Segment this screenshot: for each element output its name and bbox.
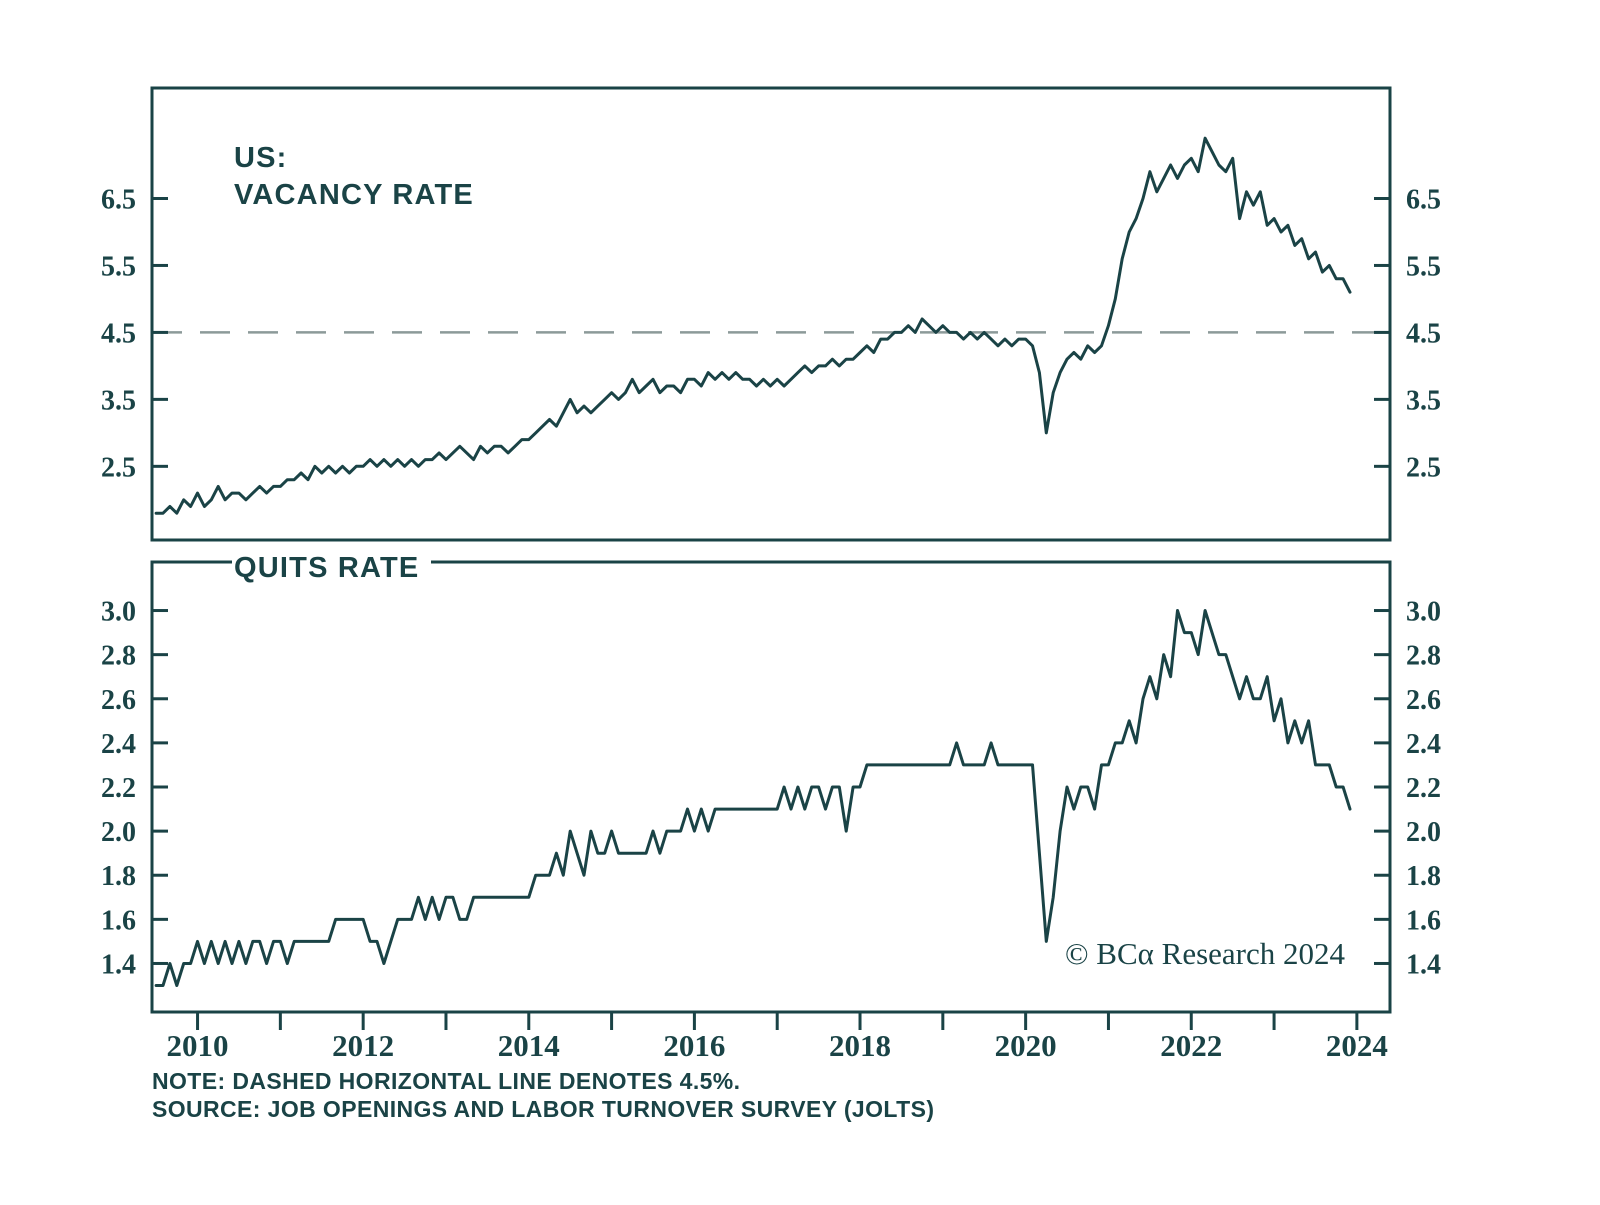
quits-y-label-left: 3.0 bbox=[101, 597, 136, 628]
quits-panel-title: QUITS RATE bbox=[232, 548, 432, 589]
quits-y-label-left: 2.2 bbox=[101, 773, 136, 804]
quits-y-label-right: 2.4 bbox=[1406, 729, 1441, 760]
quits-y-label-left: 1.6 bbox=[101, 905, 136, 936]
quits-y-label-left: 2.6 bbox=[101, 685, 136, 716]
quits-y-label-left: 1.4 bbox=[101, 949, 136, 980]
quits-y-label-left: 2.4 bbox=[101, 729, 136, 760]
vacancy-y-label-left: 2.5 bbox=[101, 452, 136, 483]
quits-y-label-right: 1.8 bbox=[1406, 861, 1441, 892]
quits-y-label-right: 3.0 bbox=[1406, 597, 1441, 628]
copyright-text: © BCα Research 2024 bbox=[1065, 936, 1345, 971]
quits-y-label-right: 2.8 bbox=[1406, 641, 1441, 672]
vacancy-title-line2: VACANCY RATE bbox=[234, 179, 474, 211]
quits-y-label-right: 2.2 bbox=[1406, 773, 1441, 804]
vacancy-y-label-right: 5.5 bbox=[1406, 251, 1441, 282]
x-label-2022: 2022 bbox=[1160, 1028, 1222, 1063]
vacancy-y-label-left: 3.5 bbox=[101, 385, 136, 416]
vacancy-panel-title: US: VACANCY RATE bbox=[234, 140, 474, 214]
source-line: SOURCE: JOB OPENINGS AND LABOR TURNOVER … bbox=[152, 1096, 935, 1122]
x-label-2020: 2020 bbox=[995, 1028, 1057, 1063]
vacancy-y-label-right: 6.5 bbox=[1406, 184, 1441, 215]
vacancy-y-label-right: 3.5 bbox=[1406, 385, 1441, 416]
vacancy-frame bbox=[150, 86, 1392, 542]
vacancy-series-line bbox=[154, 136, 1352, 515]
vacancy-y-label-left: 5.5 bbox=[101, 251, 136, 282]
vacancy-y-label-right: 2.5 bbox=[1406, 452, 1441, 483]
vacancy-y-label-right: 4.5 bbox=[1406, 318, 1441, 349]
quits-y-label-left: 1.8 bbox=[101, 861, 136, 892]
vacancy-y-label-left: 4.5 bbox=[101, 318, 136, 349]
note-line: NOTE: DASHED HORIZONTAL LINE DENOTES 4.5… bbox=[152, 1068, 741, 1094]
quits-y-label-left: 2.0 bbox=[101, 817, 136, 848]
x-label-2010: 2010 bbox=[167, 1028, 229, 1063]
quits-y-label-right: 2.6 bbox=[1406, 685, 1441, 716]
vacancy-y-label-left: 6.5 bbox=[101, 184, 136, 215]
quits-y-label-right: 1.4 bbox=[1406, 949, 1441, 980]
x-label-2018: 2018 bbox=[829, 1028, 891, 1063]
quits-y-label-right: 2.0 bbox=[1406, 817, 1441, 848]
x-label-2024: 2024 bbox=[1326, 1028, 1388, 1063]
quits-y-label-left: 2.8 bbox=[101, 641, 136, 672]
x-label-2016: 2016 bbox=[663, 1028, 725, 1063]
quits-series-line bbox=[154, 609, 1352, 987]
quits-y-label-right: 1.6 bbox=[1406, 905, 1441, 936]
x-label-2014: 2014 bbox=[498, 1028, 560, 1063]
x-label-2012: 2012 bbox=[332, 1028, 394, 1063]
vacancy-title-line1: US: bbox=[234, 142, 288, 174]
